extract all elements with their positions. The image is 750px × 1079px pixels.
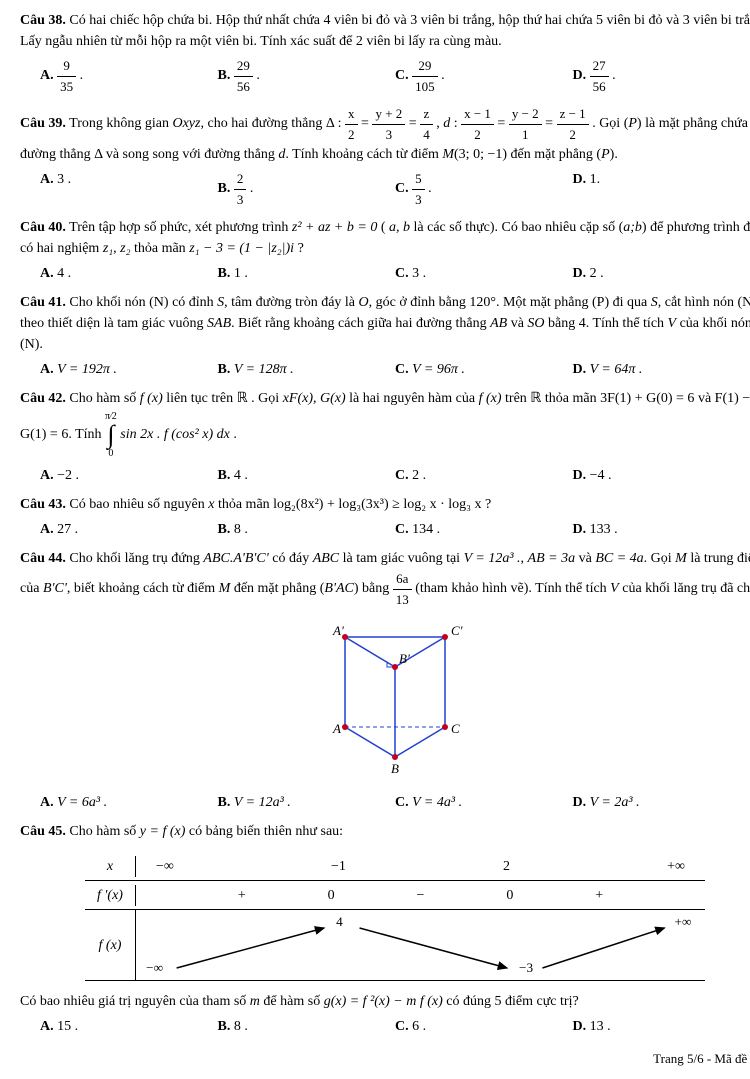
q39-optD: D. 1. bbox=[573, 169, 750, 209]
q45-optA: A. 15 . bbox=[40, 1016, 218, 1037]
q42-optA: A. −2 . bbox=[40, 465, 218, 486]
q39-label: Câu 39. bbox=[20, 116, 66, 131]
svg-text:C: C bbox=[451, 721, 460, 736]
integral: π⁄2∫0 bbox=[105, 409, 117, 461]
q41-optC: C. V = 96π . bbox=[395, 359, 573, 380]
q41-options: A. V = 192π . B. V = 128π . C. V = 96π .… bbox=[20, 359, 750, 380]
svg-text:4: 4 bbox=[336, 914, 343, 929]
q40-optD: D. 2 . bbox=[573, 263, 750, 284]
q38-label: Câu 38. bbox=[20, 13, 66, 28]
q44-optC: C. V = 4a³ . bbox=[395, 792, 573, 813]
question-45: Câu 45. Cho hàm số y = f (x) có bảng biế… bbox=[20, 821, 750, 842]
q44-label: Câu 44. bbox=[20, 551, 66, 566]
q38-options: A. 935 . B. 2956 . C. 29105 . D. 2756 . bbox=[20, 56, 750, 96]
prism-diagram: A' C' B' A C B bbox=[20, 617, 750, 784]
q41-optB: B. V = 128π . bbox=[218, 359, 396, 380]
q39-options: A. 3 . B. 23 . C. 53 . D. 1. bbox=[20, 169, 750, 209]
q43-optA: A. 27 . bbox=[40, 519, 218, 540]
variation-table: x −∞ −1 2 +∞ f '(x) + 0 − 0 + f (x) bbox=[85, 852, 705, 981]
q42-optC: C. 2 . bbox=[395, 465, 573, 486]
q43-options: A. 27 . B. 8 . C. 134 . D. 133 . bbox=[20, 519, 750, 540]
q38-optB: B. 2956 . bbox=[218, 56, 396, 96]
q43-label: Câu 43. bbox=[20, 497, 66, 512]
q43-optB: B. 8 . bbox=[218, 519, 396, 540]
q40-options: A. 4 . B. 1 . C. 3 . D. 2 . bbox=[20, 263, 750, 284]
svg-text:−3: −3 bbox=[519, 960, 533, 975]
q39-optC: C. 53 . bbox=[395, 169, 573, 209]
q44-optB: B. V = 12a³ . bbox=[218, 792, 396, 813]
q44-optA: A. V = 6a³ . bbox=[40, 792, 218, 813]
question-44: Câu 44. Cho khối lăng trụ đứng ABC.A'B'C… bbox=[20, 548, 750, 609]
q41-optA: A. V = 192π . bbox=[40, 359, 218, 380]
svg-text:A': A' bbox=[332, 623, 344, 638]
svg-text:−∞: −∞ bbox=[146, 960, 163, 975]
q45-question2: Có bao nhiêu giá trị nguyên của tham số … bbox=[20, 991, 750, 1012]
question-42: Câu 42. Cho hàm số f (x) liên tục trên ℝ… bbox=[20, 388, 750, 461]
question-41: Câu 41. Cho khối nón (N) có đỉnh S, tâm … bbox=[20, 292, 750, 355]
q42-options: A. −2 . B. 4 . C. 2 . D. −4 . bbox=[20, 465, 750, 486]
svg-text:B: B bbox=[391, 761, 399, 776]
q40-label: Câu 40. bbox=[20, 220, 66, 235]
q45-optB: B. 8 . bbox=[218, 1016, 396, 1037]
q42-optD: D. −4 . bbox=[573, 465, 750, 486]
q41-optD: D. V = 64π . bbox=[573, 359, 750, 380]
q45-options: A. 15 . B. 8 . C. 6 . D. 13 . bbox=[20, 1016, 750, 1037]
question-40: Câu 40. Trên tập hợp số phức, xét phương… bbox=[20, 217, 750, 259]
q44-options: A. V = 6a³ . B. V = 12a³ . C. V = 4a³ . … bbox=[20, 792, 750, 813]
svg-text:C': C' bbox=[451, 623, 463, 638]
q40-optA: A. 4 . bbox=[40, 263, 218, 284]
svg-text:A: A bbox=[332, 721, 341, 736]
svg-text:B': B' bbox=[399, 651, 410, 666]
q43-optD: D. 133 . bbox=[573, 519, 750, 540]
q45-optC: C. 6 . bbox=[395, 1016, 573, 1037]
q41-label: Câu 41. bbox=[20, 295, 66, 310]
q44-optD: D. V = 2a³ . bbox=[573, 792, 750, 813]
q45-optD: D. 13 . bbox=[573, 1016, 750, 1037]
question-38: Câu 38. Có hai chiếc hộp chứa bi. Hộp th… bbox=[20, 10, 750, 52]
question-39: Câu 39. Trong không gian Oxyz, cho hai đ… bbox=[20, 104, 750, 165]
q38-text: Có hai chiếc hộp chứa bi. Hộp thứ nhất c… bbox=[20, 13, 750, 49]
q38-optC: C. 29105 . bbox=[395, 56, 573, 96]
svg-text:+∞: +∞ bbox=[675, 914, 692, 929]
q39-optA: A. 3 . bbox=[40, 169, 218, 209]
q40-optB: B. 1 . bbox=[218, 263, 396, 284]
question-43: Câu 43. Có bao nhiêu số nguyên x thỏa mã… bbox=[20, 494, 750, 515]
q42-label: Câu 42. bbox=[20, 391, 66, 406]
q38-optA: A. 935 . bbox=[40, 56, 218, 96]
page-footer: Trang 5/6 - Mã đề 132 bbox=[20, 1049, 750, 1069]
q39-optB: B. 23 . bbox=[218, 169, 396, 209]
q38-optD: D. 2756 . bbox=[573, 56, 750, 96]
q42-optB: B. 4 . bbox=[218, 465, 396, 486]
q45-label: Câu 45. bbox=[20, 824, 66, 839]
q40-optC: C. 3 . bbox=[395, 263, 573, 284]
q43-optC: C. 134 . bbox=[395, 519, 573, 540]
